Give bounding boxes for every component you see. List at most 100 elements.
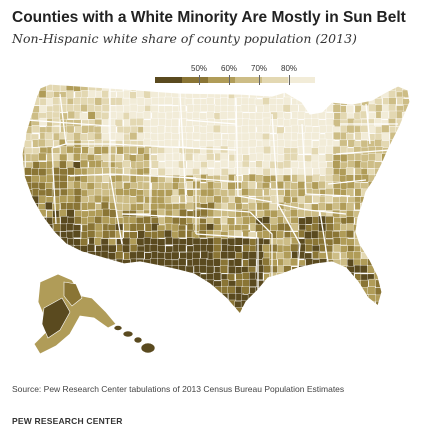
county-cell bbox=[403, 237, 410, 246]
county-cell bbox=[193, 84, 202, 93]
county-cell bbox=[150, 273, 159, 282]
county-cell bbox=[165, 167, 174, 176]
county-cell bbox=[88, 160, 97, 169]
county-cell bbox=[389, 265, 398, 274]
county-cell bbox=[368, 278, 377, 287]
county-cell bbox=[319, 90, 328, 99]
county-cell bbox=[367, 245, 375, 254]
county-cell bbox=[291, 293, 300, 302]
county-cell bbox=[22, 230, 26, 239]
county-cell bbox=[93, 194, 102, 203]
county-cell bbox=[206, 293, 215, 302]
county-cell bbox=[409, 195, 410, 204]
county-cell bbox=[242, 216, 251, 225]
county-cell bbox=[136, 97, 145, 106]
county-cell bbox=[31, 273, 40, 282]
county-cell bbox=[324, 132, 333, 141]
county-cell bbox=[115, 292, 123, 301]
county-cell bbox=[388, 118, 396, 127]
county-cell bbox=[312, 279, 320, 288]
county-cell bbox=[164, 132, 173, 141]
county-cell bbox=[178, 308, 187, 314]
county-cell bbox=[326, 84, 334, 91]
county-cell bbox=[255, 301, 264, 310]
county-cell bbox=[291, 315, 299, 323]
county-cell bbox=[409, 105, 410, 114]
county-cell bbox=[116, 286, 125, 295]
county-cell bbox=[346, 280, 355, 289]
county-cell bbox=[86, 167, 95, 176]
county-cell bbox=[22, 111, 26, 120]
county-cell bbox=[24, 223, 33, 232]
county-cell bbox=[130, 273, 139, 282]
county-cell bbox=[100, 201, 109, 210]
county-cell bbox=[185, 307, 194, 314]
county-cell bbox=[94, 216, 103, 225]
county-cell bbox=[331, 286, 340, 295]
county-cell bbox=[381, 315, 389, 323]
county-cell bbox=[192, 132, 201, 140]
county-cell bbox=[58, 251, 67, 260]
county-cell bbox=[81, 125, 90, 134]
county-cell bbox=[200, 208, 209, 217]
county-cell bbox=[388, 280, 397, 289]
county-cell bbox=[395, 189, 404, 198]
county-cell bbox=[81, 90, 90, 99]
county-cell bbox=[73, 266, 82, 275]
county-cell bbox=[297, 196, 306, 205]
county-cell bbox=[276, 126, 285, 135]
county-cell bbox=[277, 139, 285, 148]
county-cell bbox=[86, 182, 95, 191]
county-cell bbox=[94, 237, 102, 246]
county-cell bbox=[411, 266, 419, 274]
county-cell bbox=[144, 308, 153, 314]
county-cell bbox=[262, 223, 271, 232]
county-cell bbox=[87, 273, 96, 282]
county-cell bbox=[67, 110, 76, 119]
county-cell bbox=[331, 301, 340, 310]
county-cell bbox=[305, 315, 313, 323]
county-cell bbox=[270, 287, 279, 296]
county-cell bbox=[151, 160, 159, 169]
county-cell bbox=[164, 229, 172, 238]
county-cell bbox=[192, 202, 201, 211]
county-cell bbox=[178, 160, 187, 169]
county-cell bbox=[60, 216, 69, 225]
county-cell bbox=[129, 103, 138, 112]
county-cell bbox=[318, 294, 326, 303]
county-cell bbox=[135, 194, 144, 203]
county-cell bbox=[346, 125, 355, 134]
state-borders bbox=[25, 88, 398, 290]
county-cell bbox=[262, 244, 271, 253]
county-cell bbox=[367, 307, 376, 314]
county-cell bbox=[59, 195, 68, 204]
county-cell bbox=[277, 223, 286, 232]
county-cell bbox=[115, 307, 124, 314]
county-cell bbox=[325, 89, 334, 98]
county-cell bbox=[340, 280, 348, 289]
county-cell bbox=[87, 216, 96, 224]
county-cell bbox=[241, 132, 250, 141]
county-cell bbox=[22, 280, 25, 289]
county-cell bbox=[22, 132, 25, 141]
county-cell bbox=[24, 293, 33, 302]
county-cell bbox=[173, 316, 181, 324]
county-cell bbox=[389, 147, 398, 156]
county-cell bbox=[298, 293, 306, 302]
county-cell bbox=[395, 307, 404, 314]
county-cell bbox=[375, 104, 383, 113]
county-cell bbox=[227, 111, 236, 120]
county-cell bbox=[325, 153, 334, 162]
county-cell bbox=[185, 84, 194, 93]
map-canvas bbox=[21, 84, 419, 355]
county-cell bbox=[199, 307, 208, 314]
county-cell bbox=[381, 286, 390, 295]
county-cell bbox=[122, 98, 131, 106]
county-cell bbox=[409, 84, 410, 93]
county-cell bbox=[144, 273, 153, 282]
county-cell bbox=[166, 315, 174, 323]
county-cell bbox=[172, 294, 181, 303]
county-cell bbox=[304, 272, 312, 281]
county-cell bbox=[269, 244, 278, 253]
county-cell bbox=[290, 152, 299, 161]
